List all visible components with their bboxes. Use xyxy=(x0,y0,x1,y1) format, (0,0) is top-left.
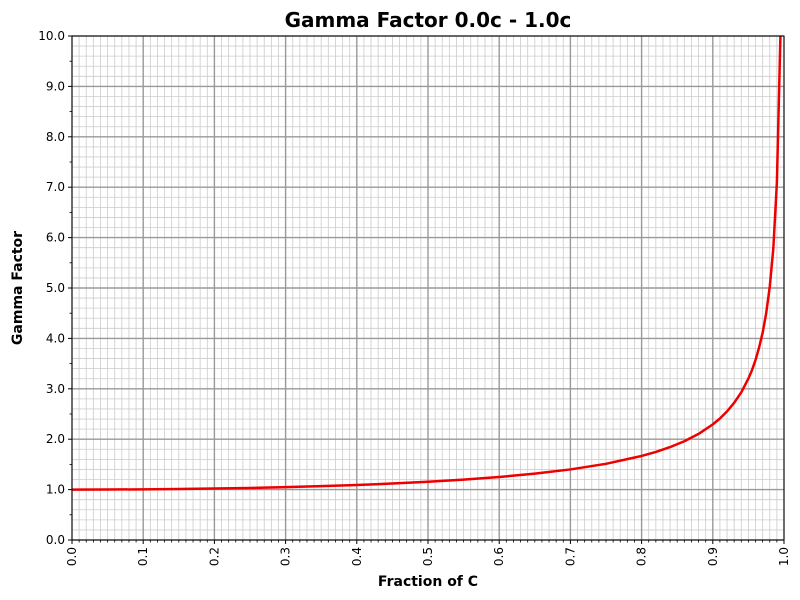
x-tick-label: 0.4 xyxy=(350,547,364,566)
y-tick-label: 2.0 xyxy=(46,432,65,446)
x-tick-label: 0.0 xyxy=(65,547,79,566)
y-tick-label: 4.0 xyxy=(46,331,65,345)
y-axis-label: Gamma Factor xyxy=(10,231,26,345)
y-tick-label: 5.0 xyxy=(46,281,65,295)
y-tick-label: 10.0 xyxy=(38,29,65,43)
x-axis-label: Fraction of C xyxy=(378,574,478,590)
y-tick-label: 3.0 xyxy=(46,382,65,396)
y-tick-label: 9.0 xyxy=(46,79,65,93)
ticks-layer: 0.0 0.1 0.2 0.3 0.4 0.5 0.6 0.7 0.8 0.9 1.0 0.0 1.0 2… xyxy=(38,29,791,566)
x-tick-label: 0.3 xyxy=(279,547,293,566)
x-tick-label: 0.2 xyxy=(207,547,221,566)
x-tick-label: 0.6 xyxy=(492,547,506,566)
grid-layer xyxy=(71,35,785,541)
y-tick-label: 0.0 xyxy=(46,533,65,547)
chart-title: Gamma Factor 0.0c - 1.0c xyxy=(285,8,572,32)
y-tick-label: 6.0 xyxy=(46,231,65,245)
x-tick-label: 0.7 xyxy=(563,547,577,566)
y-tick-label: 8.0 xyxy=(46,130,65,144)
x-tick-label: 0.5 xyxy=(421,547,435,566)
series-layer xyxy=(72,36,782,491)
y-tick-label: 1.0 xyxy=(46,483,65,497)
y-tick-label: 7.0 xyxy=(46,180,65,194)
x-tick-label: 0.9 xyxy=(706,547,720,566)
series-line-gamma xyxy=(72,36,782,491)
x-tick-label: 1.0 xyxy=(777,547,791,566)
x-tick-label: 0.1 xyxy=(136,547,150,566)
x-tick-label: 0.8 xyxy=(635,547,649,566)
